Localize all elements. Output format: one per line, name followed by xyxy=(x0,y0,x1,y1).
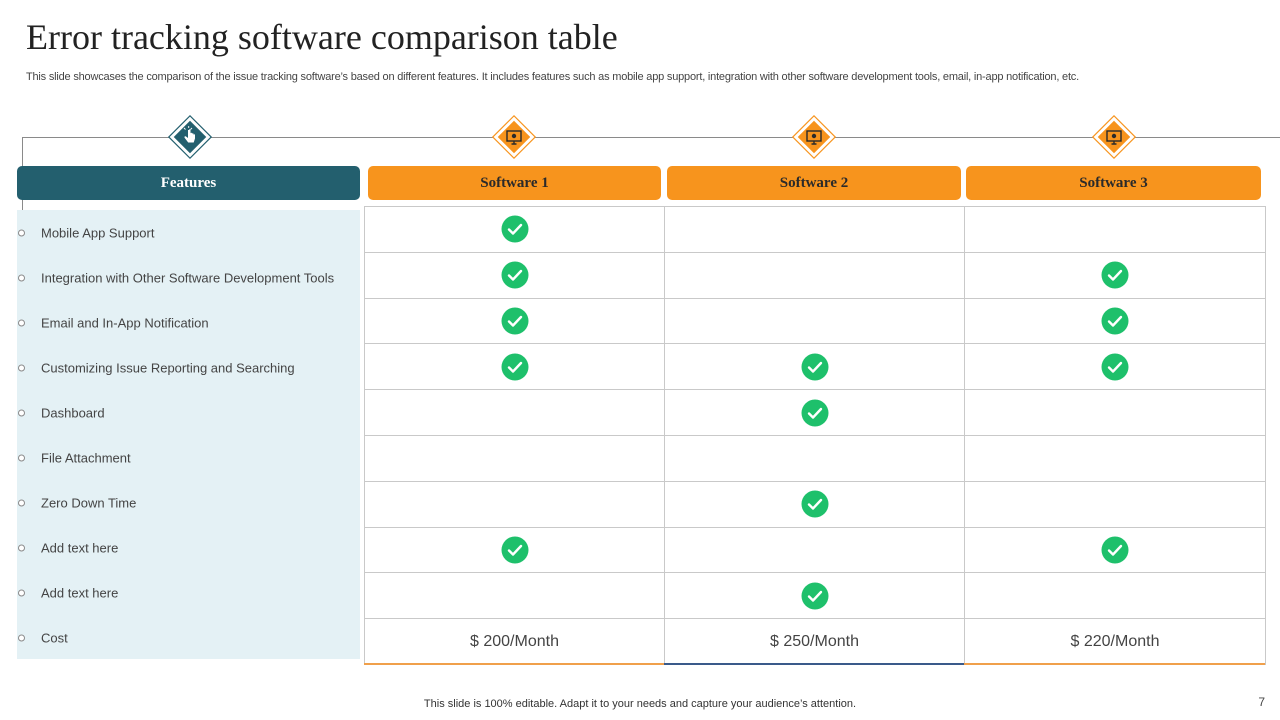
table-cell xyxy=(664,572,965,620)
feature-label: Mobile App Support xyxy=(41,225,155,241)
table-cell xyxy=(364,206,665,253)
price-value: $ 220/Month xyxy=(1070,632,1160,650)
table-cell xyxy=(364,435,665,482)
top-connector-line xyxy=(22,137,1280,138)
table-cell xyxy=(664,389,965,436)
table-cell xyxy=(964,435,1266,482)
check-circle-icon xyxy=(1101,261,1129,289)
feature-bullet xyxy=(18,364,25,372)
table-cell xyxy=(664,251,965,299)
table-cell xyxy=(964,389,1266,436)
feature-bullet xyxy=(18,229,25,237)
feature-bullet xyxy=(18,319,25,327)
monitor-icon xyxy=(491,114,537,160)
monitor-icon xyxy=(791,114,837,160)
feature-label: Cost xyxy=(41,630,68,646)
footer-note: This slide is 100% editable. Adapt it to… xyxy=(0,698,1280,710)
features-header: Features xyxy=(17,166,360,200)
feature-bullet xyxy=(18,634,25,642)
table-cell xyxy=(964,526,1266,574)
table-cell: $ 250/Month xyxy=(664,618,965,665)
software-1-header: Software 1 xyxy=(368,166,661,200)
check-circle-icon xyxy=(1101,536,1129,564)
check-circle-icon xyxy=(501,536,528,564)
table-cell xyxy=(964,480,1266,528)
check-circle-icon xyxy=(1101,353,1129,381)
bottom-accent-line xyxy=(364,663,664,665)
slide-title: Error tracking software comparison table xyxy=(26,17,618,57)
software-3-header: Software 3 xyxy=(966,166,1261,200)
check-circle-icon xyxy=(501,307,528,335)
table-cell xyxy=(364,480,665,528)
page-number: 7 xyxy=(1258,695,1265,709)
table-cell xyxy=(664,206,965,253)
table-cell xyxy=(664,343,965,391)
table-cell xyxy=(364,389,665,436)
features-panel xyxy=(17,210,360,659)
bottom-accent-line xyxy=(664,663,964,665)
table-cell xyxy=(364,297,665,345)
price-value: $ 250/Month xyxy=(770,632,859,650)
feature-label: Dashboard xyxy=(41,405,105,421)
table-cell xyxy=(964,343,1266,391)
check-circle-icon xyxy=(801,582,828,610)
table-cell xyxy=(964,572,1266,620)
table-cell xyxy=(964,206,1266,253)
check-circle-icon xyxy=(501,215,528,243)
feature-label: Customizing Issue Reporting and Searchin… xyxy=(41,360,295,376)
check-circle-icon xyxy=(801,490,828,518)
software-2-header: Software 2 xyxy=(667,166,961,200)
bottom-accent-line xyxy=(964,663,1265,665)
feature-bullet xyxy=(18,589,25,597)
monitor-icon xyxy=(1091,114,1137,160)
feature-bullet xyxy=(18,409,25,417)
table-cell xyxy=(364,343,665,391)
feature-bullet xyxy=(18,544,25,552)
check-circle-icon xyxy=(801,353,828,381)
feature-label: Add text here xyxy=(41,585,119,601)
feature-label: Add text here xyxy=(41,540,119,556)
table-cell: $ 200/Month xyxy=(364,618,665,665)
check-circle-icon xyxy=(501,353,528,381)
table-cell: $ 220/Month xyxy=(964,618,1266,665)
footer-text: This slide is 100% editable. Adapt it to… xyxy=(423,698,857,710)
check-circle-icon xyxy=(501,261,528,289)
table-cell xyxy=(664,526,965,574)
slide-subtitle: This slide showcases the comparison of t… xyxy=(26,71,1079,83)
table-cell xyxy=(964,251,1266,299)
feature-bullet xyxy=(18,499,25,507)
feature-label: Email and In-App Notification xyxy=(41,315,209,331)
price-value: $ 200/Month xyxy=(470,632,559,650)
feature-bullet xyxy=(18,454,25,462)
hand-pointer-icon xyxy=(167,114,213,160)
feature-label: File Attachment xyxy=(41,450,131,466)
check-circle-icon xyxy=(801,399,828,427)
table-cell xyxy=(664,297,965,345)
check-circle-icon xyxy=(1101,307,1129,335)
table-cell xyxy=(364,526,665,574)
table-cell xyxy=(964,297,1266,345)
feature-label: Zero Down Time xyxy=(41,495,137,511)
table-cell xyxy=(364,251,665,299)
table-cell xyxy=(664,480,965,528)
table-cell xyxy=(364,572,665,620)
feature-bullet xyxy=(18,274,25,282)
table-cell xyxy=(664,435,965,482)
comparison-grid: $ 200/Month $ 250/Month $ 220/Month xyxy=(364,206,1266,665)
feature-label: Integration with Other Software Developm… xyxy=(41,270,335,286)
